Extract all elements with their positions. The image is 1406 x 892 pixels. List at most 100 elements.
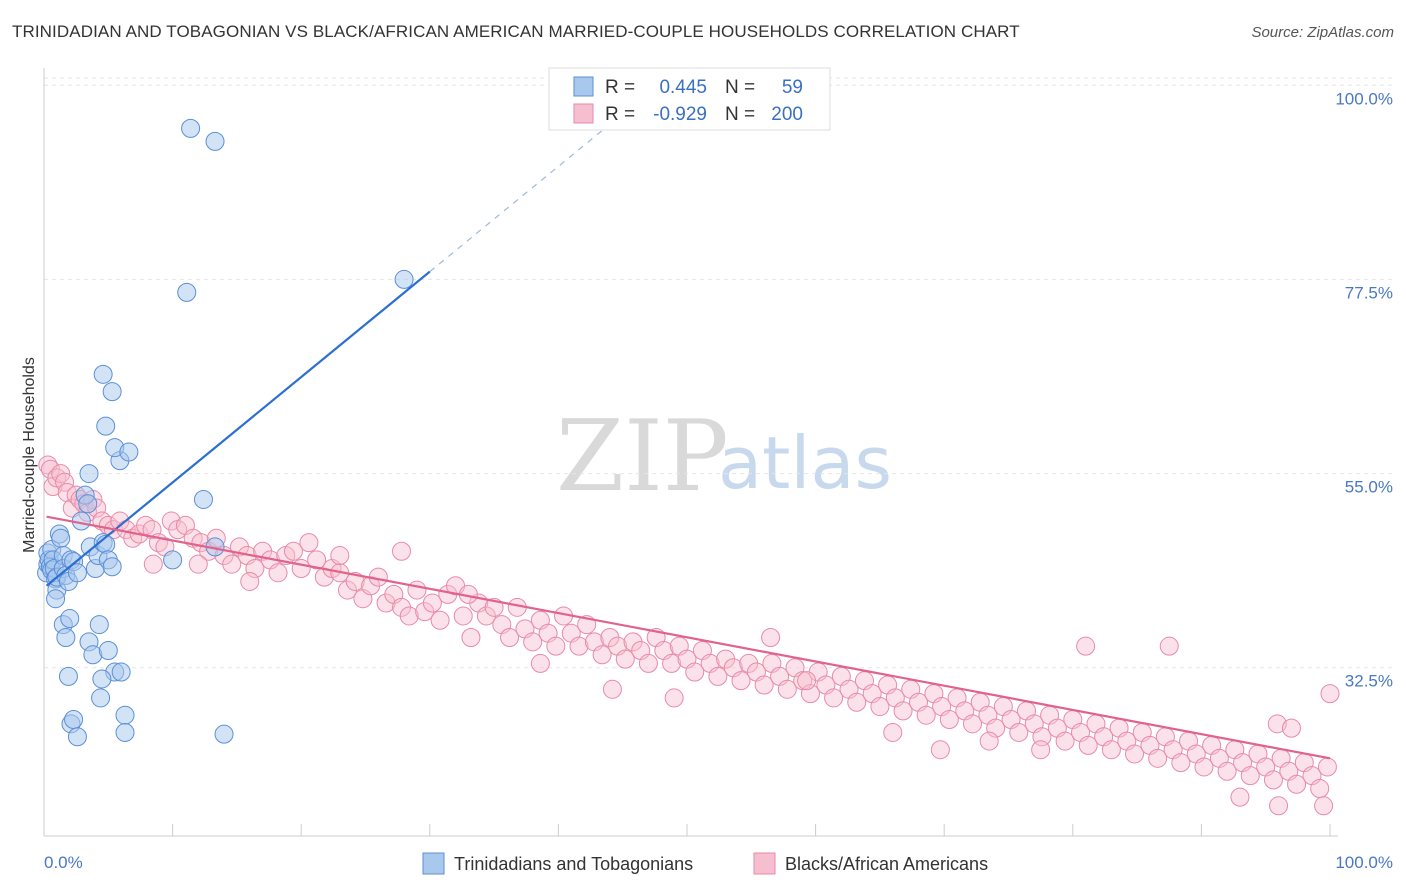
watermark-atlas: atlas xyxy=(718,421,892,505)
data-point-pink xyxy=(979,731,999,751)
data-point-blue xyxy=(89,615,109,635)
data-point-blue xyxy=(56,628,76,648)
data-point-pink xyxy=(1314,796,1334,816)
data-point-pink xyxy=(847,692,867,712)
data-point-pink xyxy=(188,554,208,574)
data-point-pink xyxy=(930,740,950,760)
data-point-blue xyxy=(92,669,112,689)
data-point-pink xyxy=(345,571,365,591)
trend-line-blue xyxy=(45,270,431,587)
bottom-legend-label-pink: Blacks/African Americans xyxy=(785,854,988,874)
data-point-pink xyxy=(685,662,705,682)
data-point-blue xyxy=(67,727,87,747)
data-point-pink xyxy=(546,636,566,656)
data-point-pink xyxy=(939,710,959,730)
data-point-pink xyxy=(1171,753,1191,773)
data-point-blue xyxy=(46,589,66,609)
legend-n-label-blue: N = xyxy=(725,77,755,98)
data-point-pink xyxy=(1287,774,1307,794)
data-point-pink xyxy=(615,649,635,669)
watermark: ZIP atlas xyxy=(556,400,892,514)
x-tick-label-max: 100.0% xyxy=(1335,853,1393,872)
data-point-blue xyxy=(214,724,234,744)
data-point-pink xyxy=(870,697,890,717)
data-point-pink xyxy=(883,722,903,742)
data-point-pink xyxy=(1031,740,1051,760)
chart-source: Source: ZipAtlas.com xyxy=(1251,24,1394,41)
data-point-pink xyxy=(761,628,781,648)
data-point-pink xyxy=(1194,757,1214,777)
data-point-pink xyxy=(307,550,327,570)
data-point-pink xyxy=(461,628,481,648)
data-point-blue xyxy=(64,710,84,730)
legend-r-label-blue: R = xyxy=(605,77,635,98)
data-point-pink xyxy=(330,546,350,566)
data-point-pink xyxy=(824,688,844,708)
series-blacks-african-americans xyxy=(38,455,1340,816)
data-point-pink xyxy=(1310,779,1330,799)
data-point-pink xyxy=(453,606,473,626)
data-point-pink xyxy=(1263,770,1283,790)
data-point-blue xyxy=(96,416,116,436)
data-point-pink xyxy=(1267,714,1287,734)
data-point-pink xyxy=(245,558,265,578)
data-point-pink xyxy=(1159,636,1179,656)
series-trinidadians-tobagonians xyxy=(37,118,414,747)
data-point-blue xyxy=(119,442,139,462)
data-point-pink xyxy=(797,671,817,691)
data-point-blue xyxy=(102,557,122,577)
data-point-pink xyxy=(407,580,427,600)
data-point-pink xyxy=(1317,757,1337,777)
data-point-pink xyxy=(240,571,260,591)
data-point-pink xyxy=(523,632,543,652)
data-point-pink xyxy=(916,705,936,725)
data-point-pink xyxy=(662,653,682,673)
data-point-pink xyxy=(638,653,658,673)
data-point-blue xyxy=(79,464,99,484)
data-point-blue xyxy=(93,364,113,384)
trend-line-blue-extension xyxy=(429,113,624,273)
legend-r-label-pink: R = xyxy=(605,104,635,125)
data-point-pink xyxy=(268,563,288,583)
data-point-pink xyxy=(299,533,319,553)
data-point-blue xyxy=(115,705,135,725)
data-point-blue xyxy=(98,640,118,660)
data-point-pink xyxy=(592,645,612,665)
legend-swatch-pink xyxy=(573,103,594,124)
data-point-blue xyxy=(177,282,197,302)
data-point-pink xyxy=(1078,735,1098,755)
data-point-pink xyxy=(893,701,913,721)
data-point-pink xyxy=(800,684,820,704)
data-point-pink xyxy=(664,688,684,708)
data-point-pink xyxy=(1240,766,1260,786)
legend-box xyxy=(548,67,831,131)
data-point-pink xyxy=(754,675,774,695)
data-point-blue xyxy=(163,550,183,570)
watermark-zip: ZIP xyxy=(556,400,729,514)
y-axis-label: Married-couple Households xyxy=(21,357,38,553)
data-point-pink xyxy=(1125,744,1145,764)
data-point-blue xyxy=(60,609,80,629)
legend-r-value-blue: 0.445 xyxy=(659,77,707,98)
data-point-pink xyxy=(1269,796,1289,816)
data-point-blue xyxy=(394,269,414,289)
x-axis-ticks xyxy=(43,824,1331,836)
data-point-pink xyxy=(422,593,442,613)
data-point-pink xyxy=(530,653,550,673)
data-point-blue xyxy=(67,563,87,583)
data-point-pink xyxy=(1230,787,1250,807)
series-legend: Trinidadians and Tobagonians Blacks/Afri… xyxy=(422,852,988,875)
data-point-pink xyxy=(1281,718,1301,738)
data-point-pink xyxy=(392,541,412,561)
trend-line-pink xyxy=(46,515,1331,760)
legend-n-label-pink: N = xyxy=(725,104,755,125)
bottom-legend-swatch-blue xyxy=(422,852,445,875)
data-point-pink xyxy=(1055,731,1075,751)
data-point-pink xyxy=(430,610,450,630)
data-point-blue xyxy=(205,131,225,151)
data-point-blue xyxy=(51,528,71,548)
data-point-pink xyxy=(222,554,242,574)
y-tick-label: 32.5% xyxy=(1345,672,1393,691)
data-point-pink xyxy=(1076,636,1096,656)
